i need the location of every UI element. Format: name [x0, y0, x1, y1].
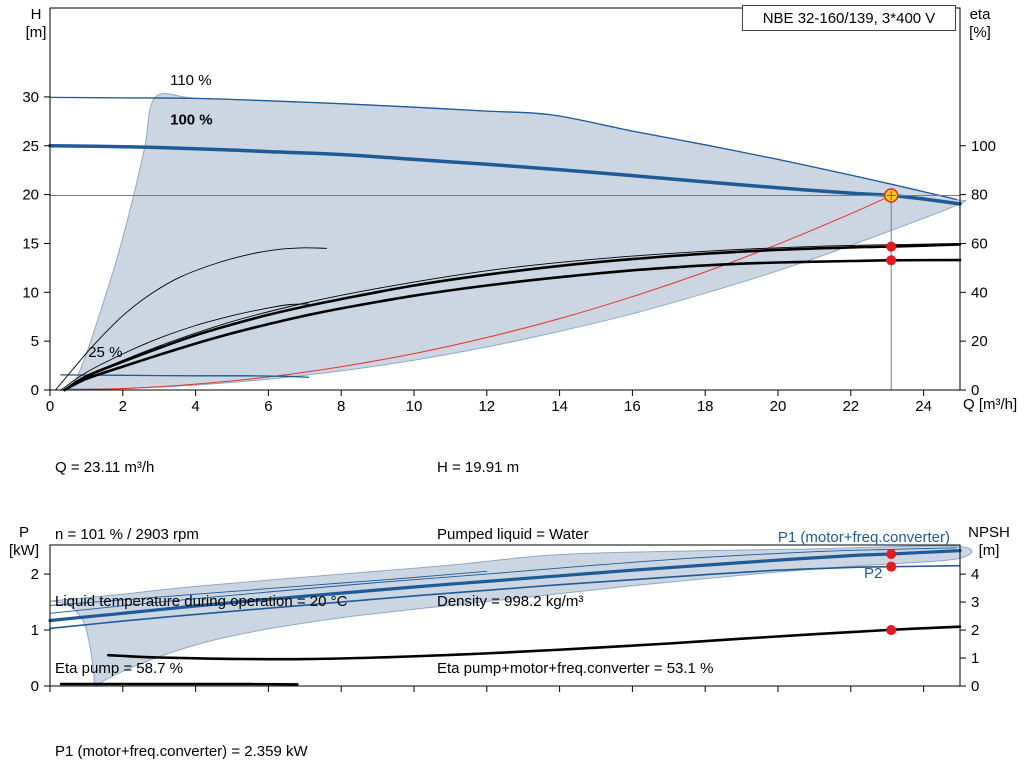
y-right-tick-label: 0: [971, 382, 979, 399]
info-line-eta-total: Eta pump+motor+freq.converter = 53.1 %: [437, 660, 714, 678]
speed-curve-100pct: [48, 144, 962, 206]
x-tick-label: 8: [337, 398, 345, 415]
q-axis-label: Q [m³/h]: [963, 396, 1018, 413]
y-left-tick-label: 0: [31, 382, 39, 399]
x-tick-label: 20: [770, 398, 787, 415]
info-line-eta-pump: Eta pump = 58.7 %: [55, 660, 183, 678]
y-left-tick-label: 5: [31, 333, 39, 350]
x-tick-label: 24: [915, 398, 932, 415]
y-right-tick-label: 20: [971, 333, 988, 350]
p2-point: [886, 561, 897, 572]
y-right-tick-label: 1: [971, 650, 979, 667]
info-line-liquid: Pumped liquid = Water: [437, 526, 589, 544]
x-tick-label: 14: [551, 398, 568, 415]
eta-axis-label: eta [%]: [969, 6, 991, 41]
y-right-tick-label: 60: [971, 235, 988, 252]
p1-curve-label: P1 (motor+freq.converter): [777, 529, 950, 546]
x-tick-label: 4: [191, 398, 199, 415]
y-left-tick-label: 25: [22, 138, 39, 155]
h-axis-label: H [m]: [25, 6, 47, 41]
eta-total-point: [886, 255, 897, 266]
y-right-tick-label: 3: [971, 594, 979, 611]
y-right-tick-label: 2: [971, 622, 979, 639]
x-tick-label: 10: [406, 398, 423, 415]
curve-label: 110 %: [170, 72, 211, 89]
speed-curve-25pct: [60, 374, 310, 378]
npsh-axis-label: NPSH [m]: [968, 524, 1010, 559]
x-tick-label: 16: [624, 398, 641, 415]
duty-info-right: H = 19.91 m Pumped liquid = Water Densit…: [437, 412, 713, 726]
x-tick-label: 18: [697, 398, 714, 415]
power-npsh-chart-frame: [49, 544, 961, 687]
info-line-q: Q = 23.11 m³/h: [55, 458, 155, 476]
y-left-tick-label: 10: [22, 284, 39, 301]
p-thin-upper-2: [49, 570, 488, 606]
y-left-tick-label: 1: [31, 622, 39, 639]
p2-curve: [49, 564, 961, 630]
hq-chart-envelope: [69, 93, 967, 390]
power-npsh-chart: 0 1 2 0 1 2 3 4: [31, 544, 979, 695]
p-thin-upper-1: [49, 547, 957, 614]
eta-thin-fan-high: [55, 247, 328, 391]
eta-thin-upper: [85, 243, 961, 376]
y-left-tick-label: 20: [22, 187, 39, 204]
info-line-p1: P1 (motor+freq.converter) = 2.359 kW: [55, 742, 308, 760]
eta-total-curve: [63, 258, 962, 392]
power-npsh-chart-envelope: [49, 545, 973, 686]
eta-pump-curve: [63, 243, 962, 392]
info-line-temp: Liquid temperature during operation = 20…: [55, 593, 348, 611]
pump-title-box: NBE 32-160/139, 3*400 V: [742, 5, 956, 31]
x-tick-label: 12: [478, 398, 495, 415]
p-axis-label: P [kW]: [9, 524, 39, 559]
system-curve: [49, 195, 892, 391]
duty-info-left: Q = 23.11 m³/h n = 101 % / 2903 rpm Liqu…: [55, 412, 347, 726]
y-right-tick-label: 0: [971, 678, 979, 695]
y-left-tick-label: 2: [31, 566, 39, 583]
pump-title: NBE 32-160/139, 3*400 V: [762, 9, 936, 27]
info-line-h: H = 19.91 m: [437, 458, 520, 476]
npsh-curve: [106, 625, 962, 661]
hq-chart-frame: [49, 7, 961, 391]
y-right-tick-label: 40: [971, 284, 988, 301]
eta-thin-fan-low: [60, 303, 309, 391]
info-line-n: n = 101 % / 2903 rpm: [55, 526, 199, 544]
p1-curve: [48, 549, 962, 623]
x-tick-label: 22: [842, 398, 859, 415]
curve-label: 25 %: [88, 344, 122, 361]
y-left-tick-label: 0: [31, 678, 39, 695]
y-left-tick-label: 15: [22, 235, 39, 252]
power-info: P1 (motor+freq.converter) = 2.359 kW P2 …: [55, 696, 308, 781]
x-tick-label: 6: [264, 398, 272, 415]
npsh-point: [886, 625, 897, 636]
y-left-tick-label: 30: [22, 89, 39, 106]
eta-pump-point: [886, 241, 897, 252]
p1-point: [886, 549, 897, 560]
y-right-tick-label: 100: [971, 138, 996, 155]
y-right-tick-label: 80: [971, 187, 988, 204]
x-tick-label: 2: [119, 398, 127, 415]
x-tick-label: 0: [46, 398, 54, 415]
hq-chart: 0 2 4 6 8 10 12 14 16 18 20 22 240510152025300204060…: [22, 7, 996, 415]
speed-curve-110pct: [49, 96, 958, 201]
p2-curve-label: P2: [864, 565, 883, 582]
curve-label: 100 %: [170, 111, 213, 128]
info-line-density: Density = 998.2 kg/m³: [437, 593, 584, 611]
y-right-tick-label: 4: [971, 566, 979, 583]
